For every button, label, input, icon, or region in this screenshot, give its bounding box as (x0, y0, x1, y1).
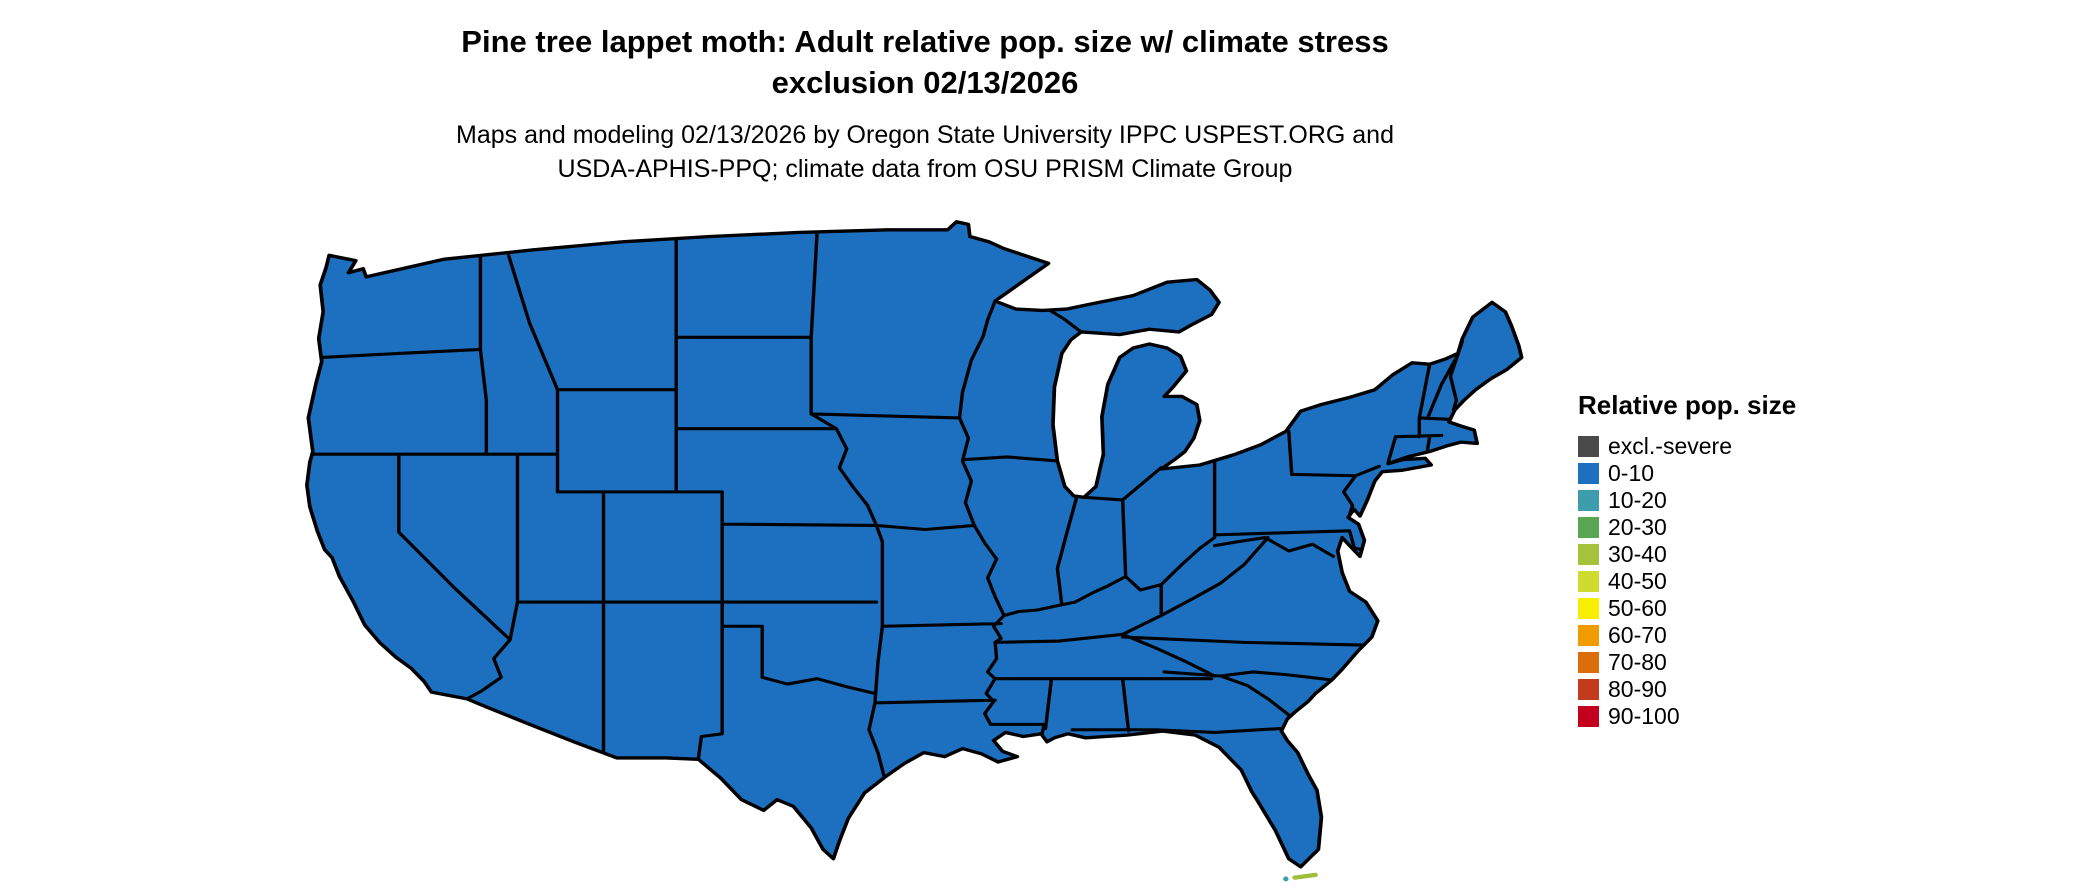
legend-label: 30-40 (1608, 541, 1667, 567)
us-map (305, 220, 1524, 882)
legend-label: 60-70 (1608, 622, 1667, 648)
legend-item: excl.-severe (1578, 433, 1796, 460)
legend-item: 50-60 (1578, 595, 1796, 622)
legend-swatch (1578, 706, 1599, 727)
florida-keys-west-speck (1283, 876, 1289, 882)
legend-swatch (1578, 490, 1599, 511)
map-subtitle: Maps and modeling 02/13/2026 by Oregon S… (456, 120, 1394, 184)
legend-item: 40-50 (1578, 568, 1796, 595)
title-block: Pine tree lappet moth: Adult relative po… (180, 22, 1670, 187)
legend: Relative pop. size excl.-severe 0-10 10-20… (1578, 390, 1796, 730)
legend-label: 80-90 (1608, 676, 1667, 702)
legend-label: excl.-severe (1608, 433, 1732, 459)
legend-title: Relative pop. size (1578, 390, 1797, 420)
us-landmass (305, 220, 1524, 869)
legend-label: 0-10 (1608, 460, 1655, 486)
legend-item: 10-20 (1578, 487, 1796, 514)
legend-item: 60-70 (1578, 622, 1796, 649)
legend-swatch (1578, 679, 1599, 700)
legend-swatch (1578, 571, 1599, 592)
legend-item: 70-80 (1578, 649, 1796, 676)
legend-label: 90-100 (1608, 703, 1680, 729)
legend-label: 40-50 (1608, 568, 1667, 594)
legend-swatch (1578, 544, 1599, 565)
legend-item: 80-90 (1578, 676, 1796, 703)
legend-items: excl.-severe 0-10 10-20 20-30 30-40 40-50 50-6… (1578, 433, 1796, 730)
legend-swatch (1578, 517, 1599, 538)
legend-swatch (1578, 463, 1599, 484)
legend-swatch (1578, 625, 1599, 646)
legend-label: 10-20 (1608, 487, 1667, 513)
legend-label: 70-80 (1608, 649, 1667, 675)
florida-keys-speck (1292, 872, 1318, 880)
legend-item: 30-40 (1578, 541, 1796, 568)
legend-label: 20-30 (1608, 514, 1667, 540)
legend-item: 20-30 (1578, 514, 1796, 541)
legend-item: 90-100 (1578, 703, 1796, 730)
legend-swatch (1578, 436, 1599, 457)
legend-swatch (1578, 652, 1599, 673)
legend-item: 0-10 (1578, 460, 1796, 487)
map-title: Pine tree lappet moth: Adult relative po… (461, 24, 1389, 100)
legend-swatch (1578, 598, 1599, 619)
state-borders (309, 230, 1465, 777)
state-border-lines (309, 230, 1465, 777)
legend-label: 50-60 (1608, 595, 1667, 621)
